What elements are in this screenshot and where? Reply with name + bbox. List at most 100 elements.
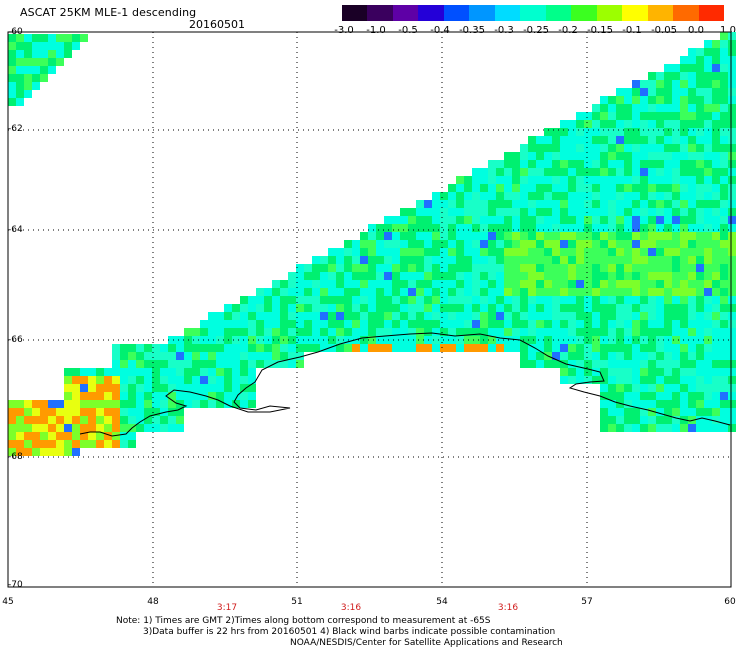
swath-cell bbox=[672, 176, 680, 184]
swath-cell bbox=[672, 368, 680, 376]
swath-cell bbox=[568, 376, 576, 384]
swath-cell bbox=[488, 288, 496, 296]
swath-cell bbox=[296, 304, 304, 312]
swath-cell bbox=[240, 352, 248, 360]
swath-cell bbox=[432, 280, 440, 288]
swath-cell bbox=[16, 416, 24, 424]
swath-cell bbox=[680, 120, 688, 128]
swath-cell bbox=[416, 336, 424, 344]
swath-cell bbox=[624, 400, 632, 408]
swath-cell bbox=[656, 384, 664, 392]
swath-cell bbox=[448, 280, 456, 288]
swath-cell bbox=[264, 320, 272, 328]
swath-cell bbox=[640, 136, 648, 144]
swath-cell bbox=[456, 304, 464, 312]
swath-cell bbox=[536, 288, 544, 296]
swath-cell bbox=[248, 344, 256, 352]
swath-cell bbox=[32, 42, 40, 50]
swath-cell bbox=[208, 336, 216, 344]
swath-cell bbox=[496, 256, 504, 264]
colorbar-segment bbox=[469, 5, 495, 21]
swath-cell bbox=[648, 360, 656, 368]
swath-cell bbox=[480, 240, 488, 248]
swath-cell bbox=[192, 376, 200, 384]
swath-cell bbox=[72, 448, 80, 456]
swath-cell bbox=[464, 272, 472, 280]
swath-cell bbox=[144, 360, 152, 368]
swath-cell bbox=[552, 192, 560, 200]
swath-cell bbox=[592, 216, 600, 224]
swath-cell bbox=[8, 42, 16, 50]
swath-cell bbox=[368, 328, 376, 336]
swath-cell bbox=[608, 288, 616, 296]
swath-cell bbox=[656, 184, 664, 192]
swath-cell bbox=[608, 312, 616, 320]
swath-cell bbox=[608, 392, 616, 400]
swath-cell bbox=[728, 376, 736, 384]
swath-cell bbox=[496, 264, 504, 272]
swath-cell bbox=[720, 392, 728, 400]
swath-cell bbox=[176, 392, 184, 400]
swath-cell bbox=[616, 360, 624, 368]
swath-cell bbox=[480, 192, 488, 200]
swath-cell bbox=[696, 168, 704, 176]
swath-cell bbox=[8, 400, 16, 408]
swath-cell bbox=[344, 296, 352, 304]
swath-cell bbox=[80, 416, 88, 424]
swath-cell bbox=[712, 168, 720, 176]
swath-cell bbox=[632, 216, 640, 224]
swath-cell bbox=[600, 192, 608, 200]
swath-cell bbox=[136, 392, 144, 400]
swath-cell bbox=[648, 96, 656, 104]
swath-cell bbox=[616, 272, 624, 280]
swath-cell bbox=[32, 432, 40, 440]
swath-cell bbox=[640, 168, 648, 176]
swath-cell bbox=[600, 160, 608, 168]
swath-cell bbox=[528, 144, 536, 152]
swath-cell bbox=[704, 88, 712, 96]
swath-cell bbox=[568, 312, 576, 320]
swath-cell bbox=[576, 328, 584, 336]
swath-cell bbox=[240, 368, 248, 376]
swath-cell bbox=[600, 328, 608, 336]
swath-cell bbox=[712, 88, 720, 96]
swath-cell bbox=[232, 344, 240, 352]
swath-cell bbox=[624, 264, 632, 272]
swath-cell bbox=[416, 264, 424, 272]
swath-cell bbox=[112, 344, 120, 352]
swath-cell bbox=[240, 376, 248, 384]
swath-cell bbox=[384, 280, 392, 288]
swath-cell bbox=[696, 128, 704, 136]
swath-cell bbox=[592, 288, 600, 296]
swath-cell bbox=[288, 296, 296, 304]
swath-cell bbox=[704, 176, 712, 184]
swath-cell bbox=[112, 440, 120, 448]
lon-label: 60 bbox=[724, 597, 736, 607]
swath-cell bbox=[584, 192, 592, 200]
swath-cell bbox=[712, 408, 720, 416]
swath-cell bbox=[640, 304, 648, 312]
swath-cell bbox=[584, 320, 592, 328]
swath-cell bbox=[664, 192, 672, 200]
swath-cell bbox=[512, 248, 520, 256]
swath-cell bbox=[608, 408, 616, 416]
swath-cell bbox=[96, 408, 104, 416]
swath-cell bbox=[656, 320, 664, 328]
swath-cell bbox=[608, 360, 616, 368]
swath-cell bbox=[536, 248, 544, 256]
swath-cell bbox=[384, 328, 392, 336]
swath-cell bbox=[704, 96, 712, 104]
swath-cell bbox=[720, 232, 728, 240]
swath-cell bbox=[40, 448, 48, 456]
swath-cell bbox=[560, 368, 568, 376]
swath-cell bbox=[720, 272, 728, 280]
swath-cell bbox=[584, 344, 592, 352]
swath-cell bbox=[568, 248, 576, 256]
swath-cell bbox=[376, 224, 384, 232]
swath-cell bbox=[416, 240, 424, 248]
swath-cell bbox=[400, 320, 408, 328]
swath-cell bbox=[16, 400, 24, 408]
swath-cell bbox=[672, 360, 680, 368]
swath-cell bbox=[208, 368, 216, 376]
swath-cell bbox=[240, 304, 248, 312]
